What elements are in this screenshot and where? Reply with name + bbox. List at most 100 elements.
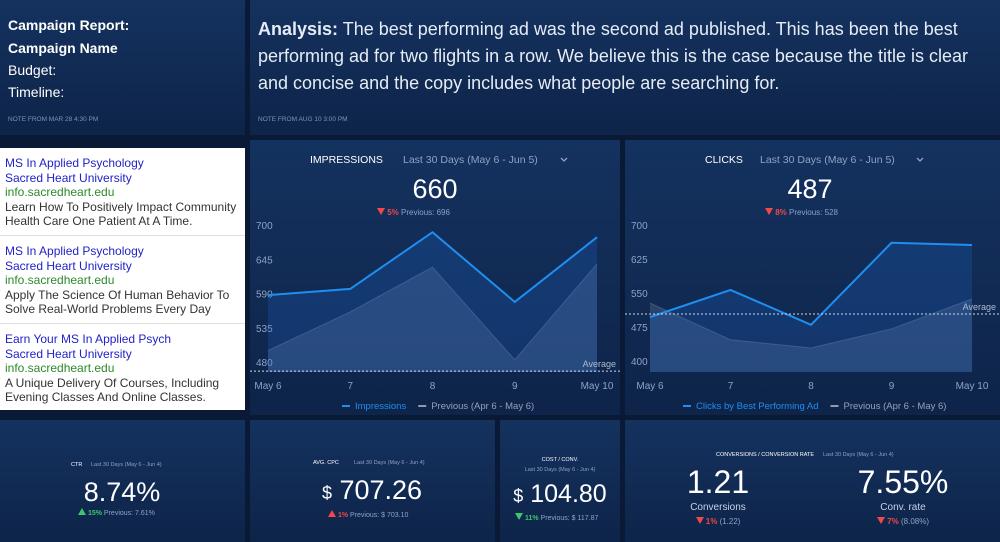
line (649, 241, 973, 327)
area (650, 242, 972, 372)
period-dropdown[interactable]: Last 30 Days (May 6 - Jun 4) (354, 460, 425, 466)
down-arrow (765, 208, 773, 215)
currency: $ (513, 486, 524, 506)
chevron[interactable] (560, 157, 568, 163)
kpi-change: 1% (1.22) (668, 517, 768, 526)
y-tick-label: 645 (256, 255, 273, 266)
note-footer: NOTE FROM MAR 28 4:30 PM (8, 116, 99, 123)
ad-url: info.sacredheart.edu (5, 361, 115, 375)
analysis-text: The best performing ad was the second ad… (258, 19, 969, 93)
impressions-widget: IMPRESSIONS Last 30 Days (May 6 - Jun 5)… (250, 140, 620, 415)
x-tick-label: May 10 (581, 381, 614, 392)
ad: Earn Your MS In Applied Psych Sacred Hear… (5, 332, 219, 405)
kpi-label: Conv. rate (880, 502, 926, 513)
ad-school: Sacred Heart University (5, 346, 132, 361)
kpi-change: 1% Previous: $ 703.10 (328, 510, 408, 519)
x-tick-label: 9 (512, 381, 518, 392)
ad-description: Evening Classes And Online Classes. (5, 390, 206, 404)
campaign-note: Campaign Report: Campaign Name Budget: T… (0, 0, 245, 135)
ad-description: Learn How To Positively Impact Community (5, 199, 237, 214)
y-tick-label: 700 (256, 221, 273, 232)
cost-conv-widget: COST / CONV. Last 30 Days (May 6 - Jun 4… (500, 420, 620, 542)
line (267, 263, 598, 361)
kpi-change: 11% Previous: $ 117.87 (515, 513, 598, 522)
kpi-value: 1.21 (686, 464, 750, 500)
area (268, 232, 597, 372)
conversions-widget: CONVERSIONS / CONVERSION RATE Last 30 Da… (625, 420, 1000, 542)
change-pct: 5% (387, 208, 399, 217)
area (650, 298, 972, 372)
widget-title: IMPRESSIONS (310, 154, 383, 166)
previous: (1.22) (719, 517, 741, 526)
ad-url: info.sacredheart.edu (5, 273, 115, 287)
period-dropdown[interactable]: Last 30 Days (May 6 - Jun 5) (760, 154, 895, 166)
ad-title: Earn Your MS In Applied Psych (5, 332, 172, 346)
y-tick-label: 480 (256, 358, 273, 369)
ad-title: MS In Applied Psychology (5, 244, 144, 258)
widget-title: CTR (71, 462, 83, 468)
value: 104.80 (530, 480, 607, 508)
avg-cpc-widget: AVG. CPC Last 30 Days (May 6 - Jun 4) $ … (250, 420, 495, 542)
analysis-note: Analysis: The best performing ad was the… (250, 0, 1000, 135)
analysis-text-block: Analysis: The best performing ad was the… (258, 16, 988, 97)
y-tick-label: 535 (256, 324, 273, 335)
note-footer: NOTE FROM AUG 10 3:00 PM (258, 116, 348, 123)
x-tick-label: 8 (808, 381, 814, 392)
ad-school: Sacred Heart University (5, 170, 132, 185)
timeline: Timeline: (8, 84, 65, 100)
kpi-value: $ 104.80 (500, 480, 620, 509)
separator (0, 235, 245, 236)
widget-title: AVG. CPC (313, 460, 339, 466)
widget-title: CONVERSIONS / CONVERSION RATE (716, 452, 814, 458)
up-arrow (328, 510, 336, 517)
change-pct: 11% (524, 515, 539, 522)
clicks-widget: CLICKS Last 30 Days (May 6 - Jun 5) 487 … (625, 140, 1000, 415)
down-arrow (377, 208, 385, 215)
y-tick-label: 475 (631, 323, 648, 334)
kpi-value: 660 (412, 174, 458, 204)
ad-school: Sacred Heart University (5, 258, 132, 273)
widget-title: CLICKS (705, 154, 743, 166)
down-arrow (876, 517, 885, 524)
campaign-name: Campaign Name (8, 40, 118, 56)
period-dropdown[interactable]: Last 30 Days (May 6 - Jun 4) (823, 452, 894, 458)
ad-url: info.sacredheart.edu (5, 185, 115, 199)
ad-title: MS In Applied Psychology (5, 156, 144, 170)
budget: Budget: (8, 62, 57, 78)
y-tick-label: 590 (256, 290, 273, 301)
change-pct: 1% (337, 512, 349, 519)
ad-description: Health Care One Patient At A Time. (5, 214, 193, 228)
ad: MS In Applied Psychology Sacred Heart Uni… (5, 244, 229, 317)
average-label: Average (963, 302, 996, 312)
previous: Previous: 528 (789, 208, 838, 217)
kpi-change: 15% Previous: 7.61% (78, 508, 155, 517)
line (649, 298, 973, 349)
widget-title: COST / CONV. (541, 457, 579, 463)
line-chart: 400 475 550 625 700 May 6 7 8 9 May 10 Average Clic… (625, 221, 1000, 412)
x-tick-label: 8 (430, 381, 436, 392)
period-dropdown[interactable]: Last 30 Days (May 6 - Jun 4) (91, 462, 162, 468)
x-tick-label: 7 (728, 381, 734, 392)
previous: Previous: $ 703.10 (350, 512, 409, 519)
kpi-label: Conversions (690, 502, 746, 513)
x-tick-label: 9 (889, 381, 895, 392)
y-tick-label: 400 (631, 357, 648, 368)
ad-description: Apply The Science Of Human Behavior To (5, 287, 230, 302)
legend-label: Previous (Apr 6 - May 6) (431, 401, 534, 412)
kpi-value: 7.55% (857, 464, 949, 500)
legend-label: Impressions (355, 401, 406, 412)
change-pct: 15% (87, 510, 102, 517)
change-pct: 1% (705, 517, 718, 526)
value: 707.26 (339, 475, 423, 505)
note-title: Campaign Report: (8, 17, 130, 33)
chevron[interactable] (916, 157, 924, 163)
period-dropdown[interactable]: Last 30 Days (May 6 - Jun 4) (524, 467, 596, 473)
period-dropdown[interactable]: Last 30 Days (May 6 - Jun 5) (403, 154, 538, 166)
previous: (8.08%) (901, 517, 930, 526)
x-tick-label: May 10 (956, 381, 989, 392)
analysis-label: Analysis: (258, 19, 339, 39)
down-arrow (515, 513, 523, 520)
kpi-change: 7% (8.08%) (843, 517, 963, 526)
change-pct: 7% (887, 517, 899, 526)
x-tick-label: 7 (347, 381, 353, 392)
